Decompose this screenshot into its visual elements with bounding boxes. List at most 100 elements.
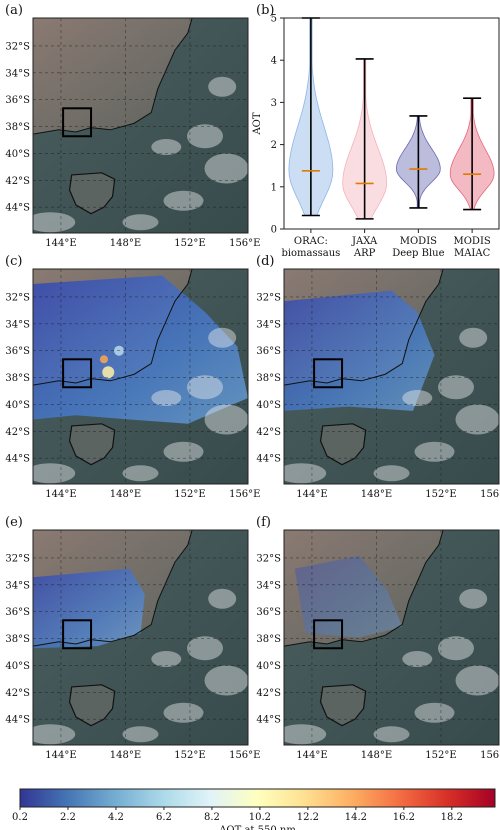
lat-tick-label: 38°S (5, 634, 30, 645)
cloud (187, 124, 223, 149)
coastline (284, 269, 444, 386)
coastline (33, 18, 193, 135)
region-box (313, 358, 344, 389)
lon-tick-label: 156°E (229, 750, 260, 761)
lat-tick-label: 32°S (5, 292, 30, 303)
cloud (438, 636, 474, 661)
map-frame (32, 268, 249, 485)
aot-hotspot (99, 355, 108, 364)
cloud (122, 214, 159, 231)
lon-tick-label: 144°E (296, 750, 327, 761)
map-body (33, 269, 248, 484)
map-panel: 32°S 34°S 36°S 38°S 40°S 42°S 44°S 144°E 148°E 15… (256, 515, 500, 761)
cloud (414, 441, 455, 462)
cloud (455, 665, 499, 696)
lat-tick-label: 36°S (5, 95, 30, 106)
aot-retrieval (284, 290, 435, 411)
x-tick-label: JAXA (351, 236, 378, 247)
cloud (33, 463, 76, 484)
lon-tick-label: 152°E (425, 750, 456, 761)
x-tick-label: MAIAC (454, 248, 491, 259)
map-body (33, 530, 248, 745)
cloud (208, 76, 237, 97)
lat-tick-label: 34°S (5, 319, 30, 330)
lat-tick-label: 42°S (5, 427, 30, 438)
land-tasmania (68, 172, 116, 215)
y-tick-label: 3 (271, 98, 277, 109)
colorbar: 0.2 2.2 4.2 6.2 8.2 10.2 12.2 14.2 16.2 18.2 AOT a… (12, 788, 496, 830)
panel-label: (a) (5, 3, 23, 18)
colorbar-tick-label: 14.2 (345, 812, 367, 823)
lat-tick-label: 34°S (5, 580, 30, 591)
lon-tick-label: 156°E (480, 489, 500, 500)
x-tick-label: MODIS (400, 236, 437, 247)
lat-tick-label: 44°S (256, 454, 281, 465)
map-frame (283, 529, 500, 746)
map-panel: 32°S 34°S 36°S 38°S 40°S 42°S 44°S 144°E 148°E 15… (5, 3, 260, 249)
lon-tick-label: 156°E (480, 750, 500, 761)
lat-tick-label: 34°S (256, 580, 281, 591)
lat-tick-label: 40°S (5, 149, 30, 160)
lat-tick-label: 38°S (256, 373, 281, 384)
land-tasmania (319, 684, 367, 727)
land-tasmania (68, 423, 116, 466)
lon-tick-label: 144°E (45, 489, 76, 500)
lon-tick-label: 148°E (110, 489, 141, 500)
cloud (33, 212, 76, 233)
lon-tick-label: 152°E (425, 489, 456, 500)
lat-tick-label: 40°S (5, 661, 30, 672)
region-box (313, 619, 344, 650)
lat-tick-label: 42°S (256, 427, 281, 438)
map-frame (32, 529, 249, 746)
cloud (163, 702, 204, 723)
lat-tick-label: 42°S (5, 688, 30, 699)
lon-tick-label: 156°E (229, 489, 260, 500)
cloud (163, 441, 204, 462)
lat-tick-label: 40°S (5, 400, 30, 411)
lat-tick-label: 40°S (256, 400, 281, 411)
x-tick-label: ORAC: (294, 236, 328, 247)
cloud (373, 465, 410, 482)
land-tasmania (319, 423, 367, 466)
cloud (187, 636, 223, 661)
lon-tick-label: 144°E (296, 489, 327, 500)
colorbar-tick-label: 12.2 (297, 812, 319, 823)
lat-tick-label: 44°S (5, 454, 30, 465)
colorbar-tick-label: 16.2 (393, 812, 415, 823)
lat-tick-label: 36°S (5, 346, 30, 357)
colorbar-label: AOT at 550 nm (218, 825, 296, 830)
cloud (208, 588, 237, 609)
panel-label: (f) (256, 515, 271, 530)
cloud (459, 327, 488, 348)
map-body (33, 18, 248, 233)
aot-retrieval (33, 568, 145, 649)
cloud (163, 190, 204, 211)
lat-tick-label: 44°S (5, 203, 30, 214)
colorbar-tick-label: 18.2 (441, 812, 463, 823)
cloud (187, 375, 223, 400)
cloud (204, 404, 248, 435)
lat-tick-label: 36°S (5, 607, 30, 618)
cloud (459, 588, 488, 609)
x-tick-label: biomassaus (281, 248, 340, 259)
lon-tick-label: 148°E (361, 750, 392, 761)
cloud (284, 463, 327, 484)
cloud (402, 651, 433, 667)
lat-tick-label: 42°S (256, 688, 281, 699)
cloud (151, 651, 182, 667)
lat-tick-label: 42°S (5, 176, 30, 187)
lon-tick-label: 148°E (110, 238, 141, 249)
y-axis-label: AOT (252, 112, 263, 135)
colorbar-tick-label: 8.2 (204, 812, 220, 823)
lat-tick-label: 40°S (256, 661, 281, 672)
colorbar-tick-label: 2.2 (60, 812, 76, 823)
region-box (62, 107, 93, 138)
lat-tick-label: 36°S (256, 346, 281, 357)
colorbar-tick-label: 10.2 (249, 812, 271, 823)
map-body (284, 530, 499, 745)
land-tasmania (68, 684, 116, 727)
lon-tick-label: 152°E (174, 238, 205, 249)
lon-tick-label: 148°E (110, 750, 141, 761)
cloud (455, 404, 499, 435)
y-tick-label: 4 (271, 56, 277, 67)
